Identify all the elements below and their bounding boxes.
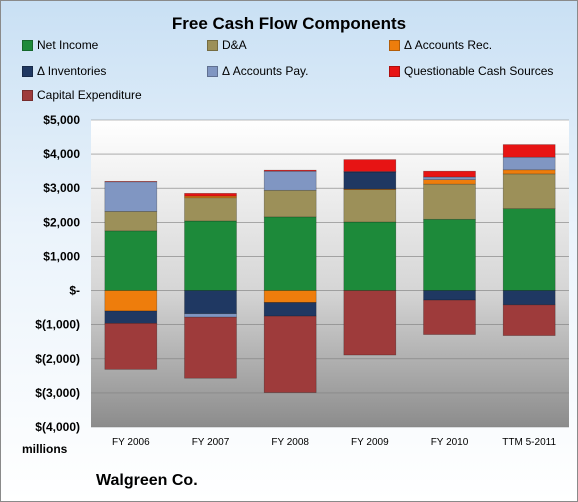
legend-label: Δ Accounts Rec. xyxy=(404,38,493,52)
company-name: Walgreen Co. xyxy=(96,472,198,489)
chart-legend: Net Income D&A Δ Accounts Rec. Δ Inventorie… xyxy=(0,0,578,110)
bar-segment xyxy=(104,181,158,183)
legend-swatch xyxy=(22,89,33,101)
y-tick-label: $(2,000) xyxy=(35,352,80,366)
bar-segment xyxy=(343,159,397,172)
bar-segment xyxy=(502,169,556,175)
legend-swatch xyxy=(22,39,33,51)
legend-item: Δ Inventories xyxy=(22,64,106,78)
bar-segment xyxy=(502,173,556,209)
bar-segment xyxy=(423,299,476,335)
bar-segment xyxy=(104,230,158,291)
bar-segment xyxy=(343,189,397,223)
x-tick-label: FY 2010 xyxy=(431,437,469,448)
bar-segment xyxy=(263,189,317,218)
legend-item: Δ Accounts Pay. xyxy=(207,64,309,78)
bar-segment xyxy=(502,144,556,158)
y-tick-label: $5,000 xyxy=(43,113,80,127)
y-tick-label: $(1,000) xyxy=(35,318,80,332)
bar-segment xyxy=(184,195,237,199)
legend-item: Questionable Cash Sources xyxy=(389,64,553,78)
y-tick-label: $(3,000) xyxy=(35,386,80,400)
legend-item: Net Income xyxy=(22,38,98,52)
bar-segment xyxy=(184,193,237,197)
x-tick-label: FY 2006 xyxy=(112,437,150,448)
bar-segment xyxy=(502,156,556,171)
bar-segment xyxy=(502,208,556,291)
legend-swatch xyxy=(22,65,33,77)
legend-label: Δ Accounts Pay. xyxy=(222,64,309,78)
bar-segment xyxy=(343,290,397,356)
bar-segment xyxy=(423,290,476,301)
bar-segment xyxy=(263,290,317,303)
bar-segment xyxy=(184,197,237,222)
units-label: millions xyxy=(22,442,68,456)
y-tick-label: $1,000 xyxy=(43,249,80,263)
y-tick-label: $2,000 xyxy=(43,215,80,229)
bar-segment xyxy=(104,181,158,212)
bar-segment xyxy=(184,290,237,315)
legend-label: Net Income xyxy=(37,38,99,52)
y-tick-label: $4,000 xyxy=(43,147,80,161)
bar-segment xyxy=(104,211,158,232)
bar-segment xyxy=(104,290,158,312)
bar-segment xyxy=(423,170,476,178)
legend-label: Δ Inventories xyxy=(37,64,107,78)
bar-segment xyxy=(104,310,158,324)
bar-segment xyxy=(263,302,317,317)
bar-segment xyxy=(184,313,237,318)
legend-item: Δ Accounts Rec. xyxy=(389,38,492,52)
bar-segment xyxy=(423,176,476,180)
plot-area xyxy=(91,120,569,427)
bar-segment xyxy=(502,290,556,306)
legend-swatch xyxy=(389,39,400,51)
x-tick-label: TTM 5-2011 xyxy=(502,437,556,448)
x-tick-label: FY 2008 xyxy=(271,437,309,448)
legend-item: D&A xyxy=(207,38,247,52)
legend-swatch xyxy=(207,65,218,77)
bar-segment xyxy=(263,170,317,191)
legend-item: Capital Expenditure xyxy=(22,88,142,102)
legend-label: Capital Expenditure xyxy=(37,88,142,102)
x-tick-label: FY 2007 xyxy=(192,437,230,448)
bar-segment xyxy=(104,323,158,370)
bar-segment xyxy=(502,304,556,336)
bar-segment xyxy=(263,169,317,172)
y-tick-label: $3,000 xyxy=(43,181,80,195)
bar-segment xyxy=(184,220,237,291)
y-tick-label: $(4,000) xyxy=(35,420,80,434)
bar-segment xyxy=(343,221,397,291)
bar-segment xyxy=(423,183,476,220)
legend-swatch xyxy=(389,65,400,77)
bar-segment xyxy=(263,315,317,393)
y-tick-label: $- xyxy=(69,284,80,298)
legend-label: Questionable Cash Sources xyxy=(404,64,554,78)
bar-segment xyxy=(263,216,317,291)
legend-label: D&A xyxy=(222,38,247,52)
bar-segment xyxy=(423,179,476,185)
bar-segment xyxy=(184,316,237,379)
bar-segment xyxy=(343,171,397,190)
legend-swatch xyxy=(207,39,218,51)
chart-title: Free Cash Flow Components xyxy=(171,14,407,33)
x-tick-label: FY 2009 xyxy=(351,437,389,448)
bar-segment xyxy=(423,218,476,291)
